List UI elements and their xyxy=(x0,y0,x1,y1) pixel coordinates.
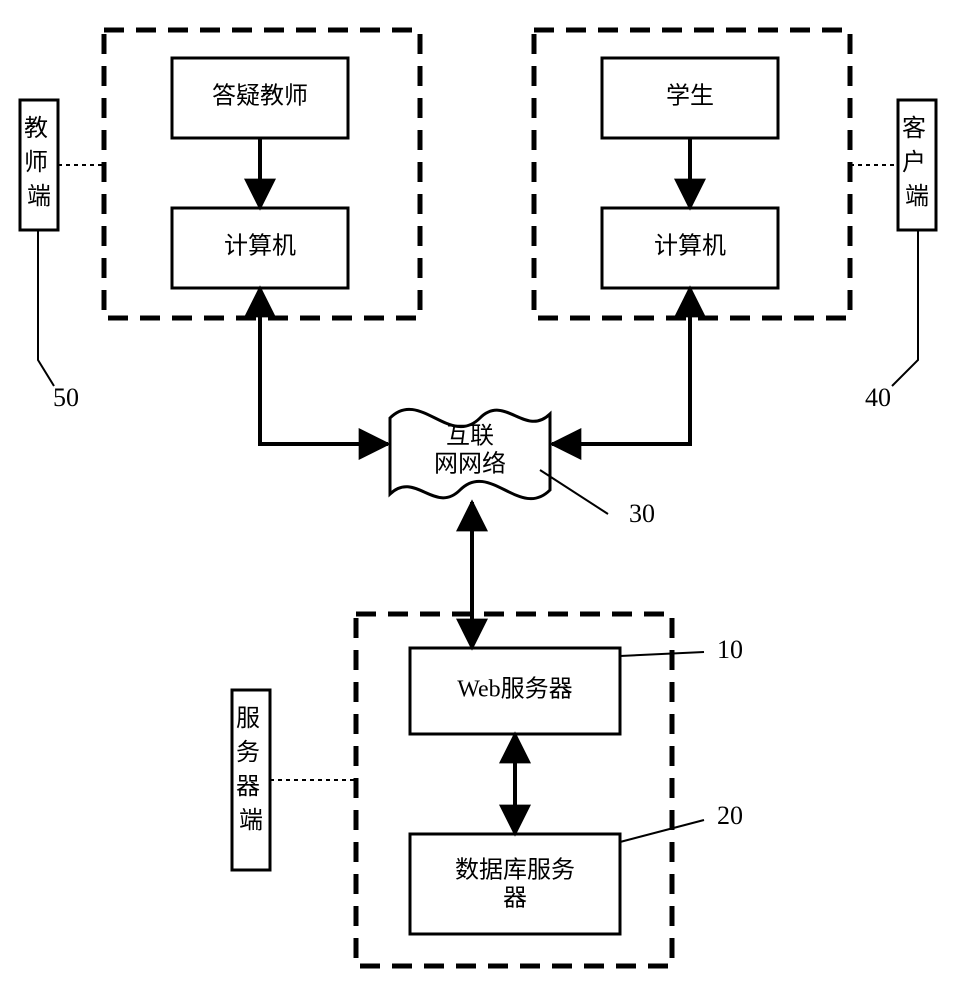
student-label: 学生 xyxy=(666,83,714,110)
callout-40-text: 40 xyxy=(865,383,891,412)
db-server-label-line2: 器 xyxy=(503,886,527,912)
callout-10-text: 10 xyxy=(717,635,743,664)
callout-50-text: 50 xyxy=(53,383,79,412)
internet-label-line1: 互联 xyxy=(446,423,494,450)
teacher-side-label: 教 师 端 xyxy=(24,115,54,210)
callout-40-leader xyxy=(892,230,918,386)
db-server-label-line1: 数据库服务 xyxy=(455,857,575,884)
student-pc-label: 计算机 xyxy=(654,233,726,260)
diagram-canvas: 答疑教师 计算机 学生 计算机 互联 网网络 Web服务器 数据库服务 器 教 … xyxy=(0,0,959,1000)
callout-30-leader xyxy=(540,470,608,514)
callout-10-leader xyxy=(620,652,704,656)
teacher-label: 答疑教师 xyxy=(212,83,308,110)
callout-20-text: 20 xyxy=(717,801,743,830)
callout-30-text: 30 xyxy=(629,499,655,528)
edge-teacherpc-internet xyxy=(260,288,388,444)
db-server-box xyxy=(410,834,620,934)
web-server-label: Web服务器 xyxy=(457,676,572,703)
callout-50-leader xyxy=(38,230,54,386)
internet-label-line2: 网网络 xyxy=(434,451,506,478)
callout-20-leader xyxy=(620,820,704,842)
edge-studentpc-internet xyxy=(552,288,690,444)
client-side-label: 客 户 端 xyxy=(902,115,932,210)
teacher-pc-label: 计算机 xyxy=(224,233,296,260)
